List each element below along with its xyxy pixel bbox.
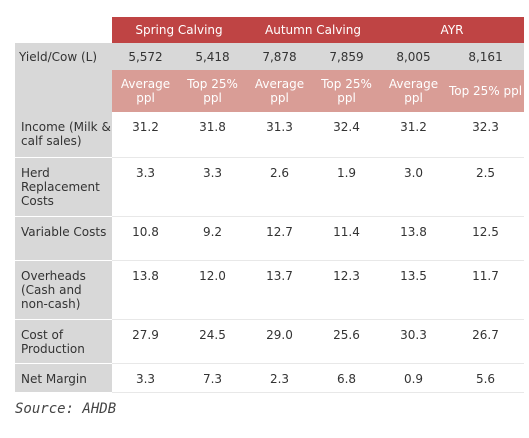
table-row: Net Margin 3.3 7.3 2.3 6.8 0.9 5.6 xyxy=(15,363,525,393)
table-cell: 7.3 xyxy=(179,363,247,393)
sub-header-cell: Top 25% ppl xyxy=(447,70,525,112)
table-cell: 31.8 xyxy=(179,112,247,158)
table-cell: 8,005 xyxy=(396,49,431,64)
table-cell: 5,572 xyxy=(128,49,163,64)
table-cell: 29.0 xyxy=(246,319,314,364)
source-caption: Source: AHDB xyxy=(15,401,117,417)
group-header-spring: Spring Calving xyxy=(112,17,247,43)
sub-header-cell: Average ppl xyxy=(380,70,448,112)
table-cell: 5.6 xyxy=(447,363,525,393)
group-header-ayr: AYR xyxy=(380,17,525,43)
table-cell: 9.2 xyxy=(179,216,247,261)
row-label: Yield/Cow (L) xyxy=(19,49,98,64)
data-table-container: Spring Calving Autumn Calving AYR Yield/… xyxy=(15,17,525,393)
table-cell: 12.5 xyxy=(447,216,525,261)
sub-header-blank xyxy=(15,70,112,112)
table-cell: 24.5 xyxy=(179,319,247,364)
yield-row: Yield/Cow (L) 5,572 5,418 7,878 7,859 8,… xyxy=(15,43,525,70)
table-row: Income (Milk & calf sales) 31.2 31.8 31.… xyxy=(15,112,525,158)
row-label: Income (Milk & calf sales) xyxy=(15,112,112,158)
table-cell: 12.0 xyxy=(179,260,247,320)
table-cell: 26.7 xyxy=(447,319,525,364)
table-cell: 11.7 xyxy=(447,260,525,320)
table-row: Cost of Production 27.9 24.5 29.0 25.6 3… xyxy=(15,319,525,364)
table-row: Variable Costs 10.8 9.2 12.7 11.4 13.8 1… xyxy=(15,216,525,261)
row-label: Overheads (Cash and non-cash) xyxy=(15,260,112,320)
table-cell: 31.3 xyxy=(246,112,314,158)
sub-header-cell: Top 25% ppl xyxy=(179,70,247,112)
table-cell: 2.6 xyxy=(246,157,314,217)
table-cell: 11.4 xyxy=(313,216,381,261)
table-cell: 0.9 xyxy=(380,363,448,393)
table-cell: 3.3 xyxy=(112,363,179,393)
sub-header-cell: Average ppl xyxy=(112,70,179,112)
table-cell: 31.2 xyxy=(380,112,448,158)
table-cell: 5,418 xyxy=(195,49,230,64)
table-cell: 3.3 xyxy=(179,157,247,217)
row-label: Cost of Production xyxy=(15,319,112,364)
table-cell: 7,878 xyxy=(262,49,297,64)
table-cell: 10.8 xyxy=(112,216,179,261)
table-cell: 6.8 xyxy=(313,363,381,393)
group-header-row: Spring Calving Autumn Calving AYR xyxy=(15,17,525,43)
row-label: Variable Costs xyxy=(15,216,112,261)
sub-header-row: Average ppl Top 25% ppl Average ppl Top … xyxy=(15,70,525,112)
sub-header-cell: Top 25% ppl xyxy=(313,70,381,112)
table-row: Herd Replacement Costs 3.3 3.3 2.6 1.9 3… xyxy=(15,157,525,217)
table-cell: 25.6 xyxy=(313,319,381,364)
table-cell: 27.9 xyxy=(112,319,179,364)
table-cell: 13.7 xyxy=(246,260,314,320)
table-cell: 32.4 xyxy=(313,112,381,158)
table-cell: 30.3 xyxy=(380,319,448,364)
table-cell: 1.9 xyxy=(313,157,381,217)
table-cell: 13.5 xyxy=(380,260,448,320)
row-label: Net Margin xyxy=(15,363,112,393)
table-cell: 31.2 xyxy=(112,112,179,158)
table-cell: 3.3 xyxy=(112,157,179,217)
table-cell: 8,161 xyxy=(468,49,503,64)
table-cell: 12.7 xyxy=(246,216,314,261)
dairy-costs-table: Spring Calving Autumn Calving AYR Yield/… xyxy=(15,17,525,393)
table-cell: 7,859 xyxy=(329,49,364,64)
corner-cell xyxy=(15,17,112,43)
table-cell: 13.8 xyxy=(380,216,448,261)
sub-header-cell: Average ppl xyxy=(246,70,314,112)
table-row: Overheads (Cash and non-cash) 13.8 12.0 … xyxy=(15,260,525,320)
table-cell: 2.5 xyxy=(447,157,525,217)
table-cell: 13.8 xyxy=(112,260,179,320)
table-cell: 12.3 xyxy=(313,260,381,320)
row-label: Herd Replacement Costs xyxy=(15,157,112,217)
table-cell: 32.3 xyxy=(447,112,525,158)
table-cell: 3.0 xyxy=(380,157,448,217)
group-header-autumn: Autumn Calving xyxy=(246,17,381,43)
table-cell: 2.3 xyxy=(246,363,314,393)
